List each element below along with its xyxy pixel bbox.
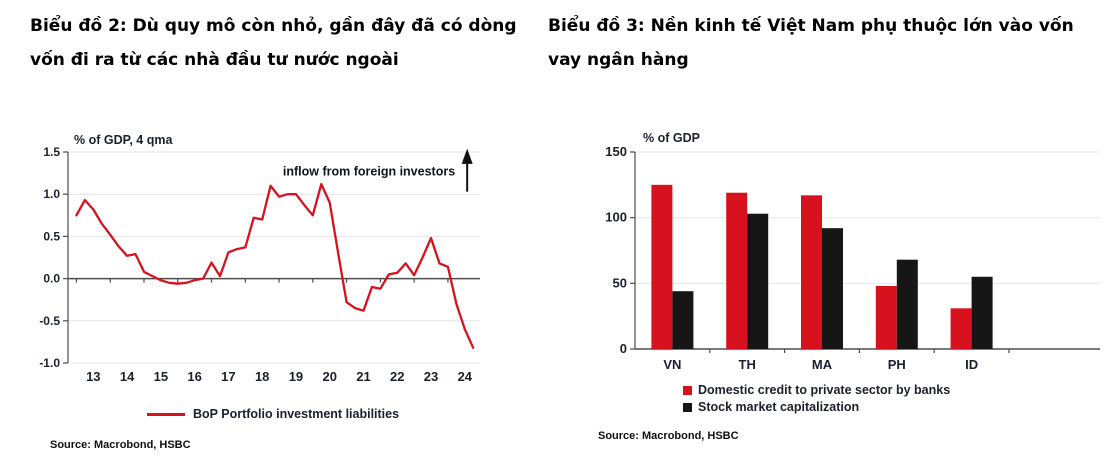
- y-tick-label: 1.5: [43, 145, 60, 159]
- x-tick-label: 13: [86, 369, 100, 384]
- right-chart-title: Biểu đồ 3: Nền kinh tế Việt Nam phụ thuộ…: [548, 9, 1113, 77]
- category-label-ID: ID: [965, 357, 978, 372]
- stock-market-label: Stock market capitalization: [698, 400, 860, 414]
- x-tick-label: 14: [120, 369, 135, 384]
- bar-domestic-credit-PH: [875, 285, 897, 349]
- bar-domestic-credit-TH: [726, 192, 748, 349]
- y-axis-title: % of GDP, 4 qma: [74, 133, 173, 147]
- left-title-line2: vốn đi ra từ các nhà đầu tư nước ngoài: [30, 50, 399, 70]
- right-title-line2: vay ngân hàng: [548, 50, 689, 70]
- bop-line-chart: 1.5 1.0 0.5 0.0 -0.5 -1.0 13 14 15 16 17 18 19 20 21 22…: [39, 133, 480, 384]
- credit-legend: Domestic credit to private sector by ban…: [683, 383, 950, 414]
- bop-legend-line-swatch: [147, 412, 185, 416]
- bar-domestic-credit-VN: [651, 184, 673, 349]
- bar-domestic-credit-ID: [950, 308, 972, 349]
- right-source: Source: Macrobond, HSBC: [598, 430, 739, 442]
- x-tick-label: 24: [458, 369, 473, 384]
- left-title-line1: Biểu đồ 2: Dù quy mô còn nhỏ, gần đây đã…: [30, 16, 517, 36]
- bar-stock-market-VN: [672, 291, 694, 349]
- bar-stock-market-PH: [896, 259, 918, 349]
- stock-market-swatch: [683, 402, 692, 412]
- y-tick-label: 100: [605, 210, 627, 225]
- y-tick-label: 150: [605, 144, 627, 159]
- y-axis-title: % of GDP: [643, 131, 700, 145]
- y-tick-label: 50: [613, 275, 627, 290]
- up-arrow-head: [461, 148, 473, 164]
- y-tick-label: 0.5: [43, 229, 60, 243]
- x-tick-label: 18: [255, 369, 269, 384]
- bar-stock-market-TH: [747, 213, 769, 349]
- credit-bar-chart: 150 100 50 0 VN TH MA PH ID % of GDP: [605, 131, 1100, 372]
- x-tick-label: 23: [424, 369, 438, 384]
- x-tick-label: 20: [322, 369, 336, 384]
- right-title-line1: Biểu đồ 3: Nền kinh tế Việt Nam phụ thuộ…: [548, 16, 1074, 36]
- bar-domestic-credit-MA: [801, 195, 822, 349]
- domestic-credit-label: Domestic credit to private sector by ban…: [698, 383, 951, 397]
- y-tick-label: 0.0: [43, 272, 60, 286]
- bar-stock-market-MA: [822, 228, 843, 349]
- x-tick-label: 22: [390, 369, 404, 384]
- x-tick-label: 17: [221, 369, 235, 384]
- x-tick-label: 21: [356, 369, 370, 384]
- category-label-VN: VN: [663, 357, 681, 372]
- x-tick-label: 19: [289, 369, 303, 384]
- annotation-inflow: inflow from foreign investors: [283, 165, 455, 179]
- bop-legend: BoP Portfolio investment liabilities: [147, 407, 399, 421]
- legend-stock-market: Stock market capitalization: [683, 400, 950, 414]
- left-chart-title: Biểu đồ 2: Dù quy mô còn nhỏ, gần đây đã…: [30, 9, 538, 77]
- x-tick-label: 16: [187, 369, 201, 384]
- y-tick-label: -1.0: [39, 356, 60, 370]
- category-label-TH: TH: [739, 357, 756, 372]
- y-tick-label: 1.0: [43, 187, 60, 201]
- y-tick-label: 0: [620, 341, 627, 356]
- bop-line-series: [75, 182, 475, 349]
- legend-domestic-credit: Domestic credit to private sector by ban…: [683, 383, 950, 397]
- y-tick-label: -0.5: [39, 314, 60, 328]
- bop-legend-label: BoP Portfolio investment liabilities: [193, 407, 400, 421]
- left-source: Source: Macrobond, HSBC: [50, 439, 191, 451]
- domestic-credit-swatch: [683, 385, 692, 395]
- category-label-PH: PH: [888, 357, 906, 372]
- category-label-MA: MA: [812, 357, 833, 372]
- bar-stock-market-ID: [971, 276, 993, 349]
- x-tick-label: 15: [154, 369, 168, 384]
